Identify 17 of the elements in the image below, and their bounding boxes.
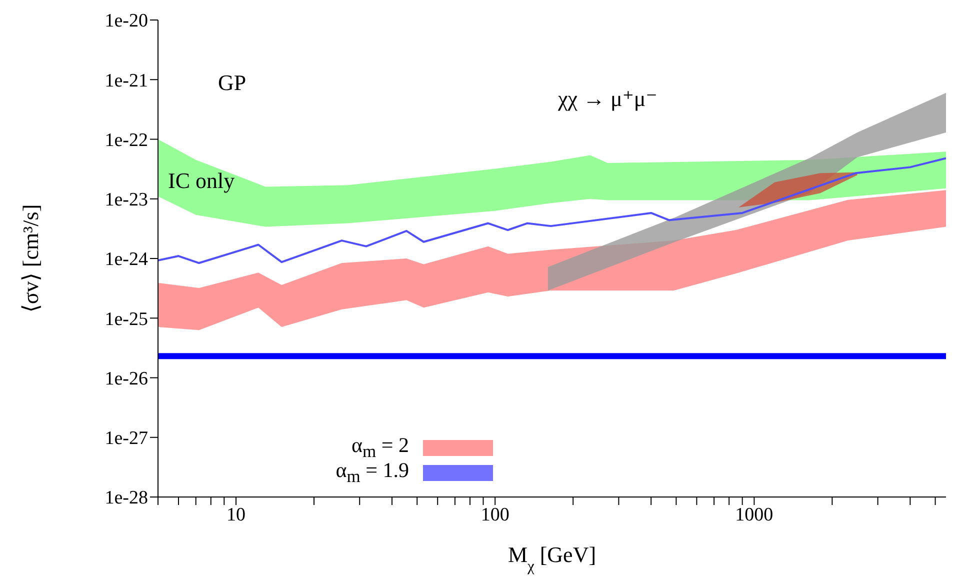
y-axis-title: ⟨σv⟩ [cm³/s]: [18, 204, 43, 313]
y-tick-label: 1e-24: [104, 249, 148, 270]
x-axis-title: M$_{χ}$ [GeV]: [508, 542, 596, 574]
y-tick-label: 1e-25: [104, 308, 148, 330]
annotation: IC only: [168, 168, 235, 194]
y-tick-label: 1e-27: [104, 428, 148, 450]
y-tick-label: 1e-26: [104, 368, 148, 390]
annotation: GP: [218, 70, 246, 96]
x-tick-label: 100: [480, 504, 510, 526]
y-tick-label: 1e-22: [104, 130, 148, 151]
y-tick-label: 1e-28: [104, 488, 148, 509]
x-tick-label: 10: [226, 504, 246, 526]
annotation: χχ → μ⁺μ⁻: [558, 86, 658, 112]
y-tick-label: 1e-23: [104, 190, 148, 211]
x-tick-label: 1000: [735, 504, 774, 526]
y-tick-label: 1e-20: [104, 10, 148, 32]
y-tick-label: 1e-21: [104, 70, 148, 92]
